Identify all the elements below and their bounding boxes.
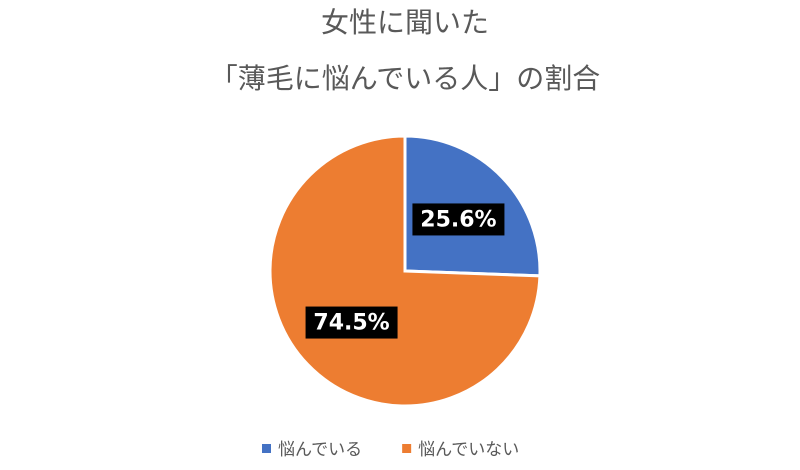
value-label: 25.6% bbox=[420, 207, 496, 232]
legend-label: 悩んでいない bbox=[418, 440, 519, 460]
legend-swatch bbox=[262, 444, 271, 453]
chart-title: 「薄毛に悩んでいる人」の割合 bbox=[210, 62, 601, 95]
chart-title: 女性に聞いた bbox=[321, 6, 489, 39]
value-label-box bbox=[305, 306, 398, 339]
legend-swatch bbox=[402, 444, 412, 453]
legend-label: 悩んでいる bbox=[278, 440, 362, 460]
value-label: 74.5% bbox=[313, 311, 389, 336]
value-label-box bbox=[412, 203, 505, 236]
